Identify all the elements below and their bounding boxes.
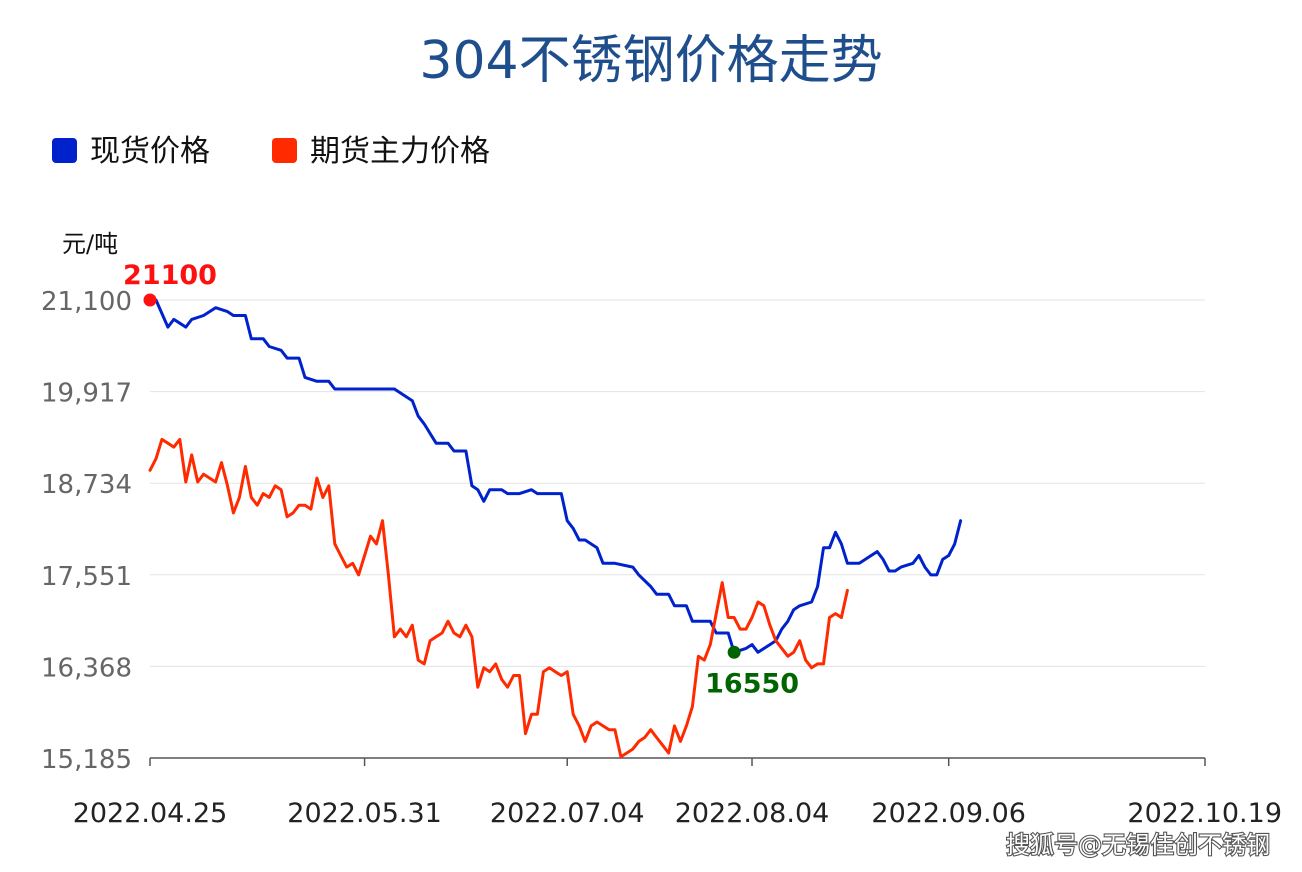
x-tick-label-6: 2022.10.19 [1127,798,1282,829]
legend-label-1: 现货价格 [90,134,210,169]
x-axis: 2022.04.25 2022.05.31 2022.07.04 2022.08.04… [73,757,1282,829]
legend-swatch-2 [272,138,297,163]
y-axis-unit-label: 元/吨 [62,230,118,258]
x-tick-label-3: 2022.07.04 [490,798,645,829]
y-tick-label-2: 19,917 [41,379,132,409]
annotation-marker-1 [143,293,157,307]
x-tick-label-1: 2022.04.25 [73,798,228,829]
x-tick-label-5: 2022.09.06 [871,798,1026,829]
legend-swatch-1 [52,138,77,163]
series-line-1 [148,298,963,654]
y-tick-label-1: 21,100 [41,287,132,317]
annotation-label-1: 21100 [123,260,217,291]
series-line-2 [148,437,849,759]
gridlines [150,299,1205,667]
legend-label-2: 期货主力价格 [310,134,490,169]
y-tick-label-3: 18,734 [41,470,132,500]
y-tick-label-5: 16,368 [41,653,132,683]
watermark-text: 搜狐号@无锡佳创不锈钢 [1006,831,1270,859]
x-tick-label-4: 2022.08.04 [675,798,830,829]
annotation-label-2: 16550 [705,668,799,699]
series-layer [148,298,963,759]
chart-title: 304不锈钢价格走势 [419,31,882,91]
legend: 现货价格 期货主力价格 [52,134,490,169]
annotation-layer: 21100 16550 [123,260,799,699]
y-axis-ticks: 21,100 19,917 18,734 17,551 16,368 15,185 [41,287,132,775]
y-tick-label-6: 15,185 [41,745,132,775]
annotation-marker-2 [727,645,741,659]
y-tick-label-4: 17,551 [41,562,132,592]
x-tick-label-2: 2022.05.31 [287,798,442,829]
